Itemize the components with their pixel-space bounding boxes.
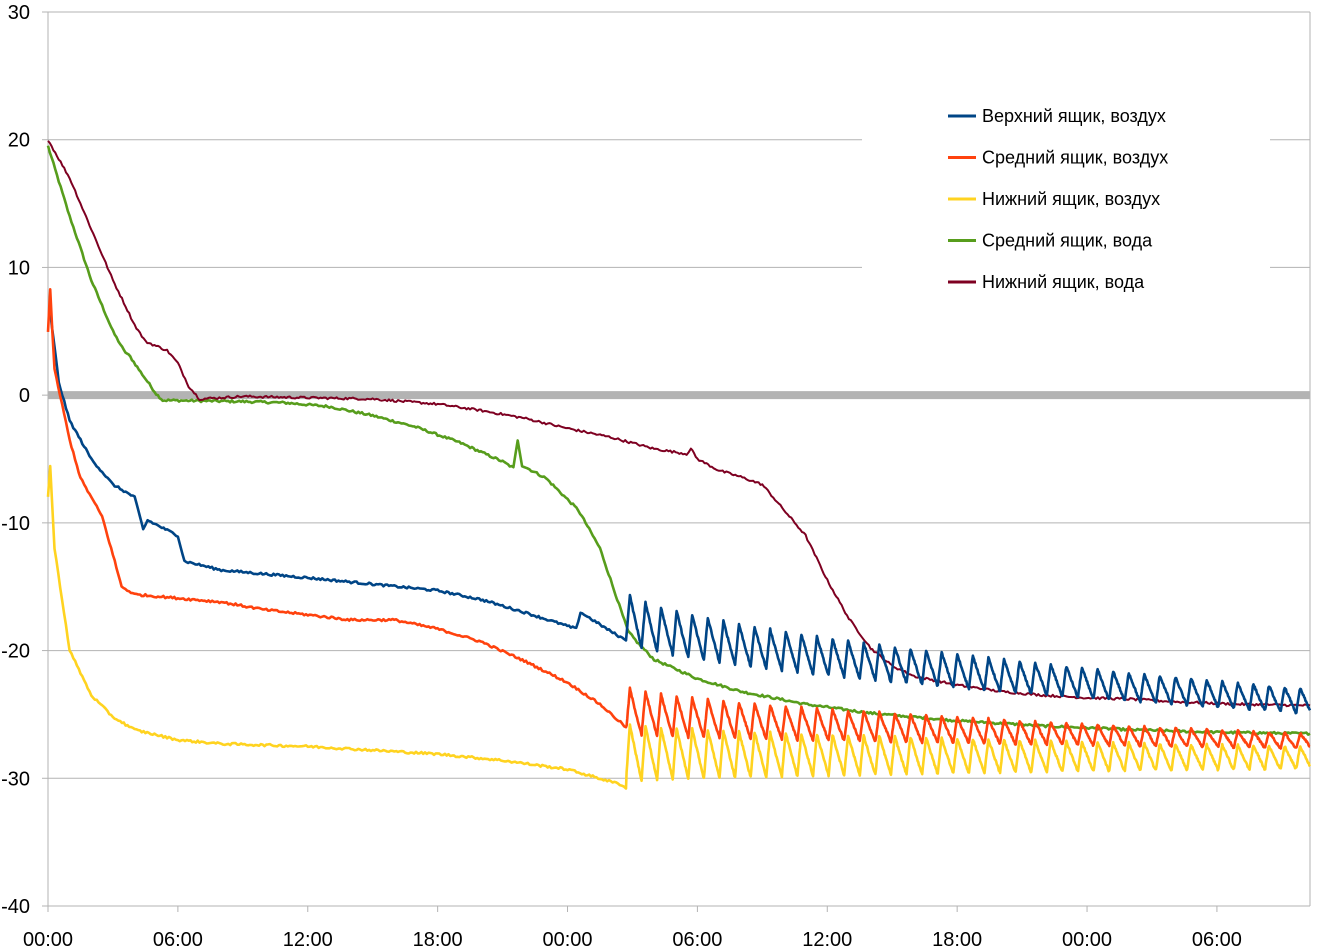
x-tick-label-9: 06:00 <box>1192 929 1242 951</box>
x-tick-label-3: 18:00 <box>413 929 463 951</box>
x-tick-label-8: 00:00 <box>1062 929 1112 951</box>
x-tick-label-0: 00:00 <box>23 929 73 951</box>
y-tick-label-3: 0 <box>19 385 30 407</box>
series-line-1 <box>46 288 1311 750</box>
x-tick-label-5: 06:00 <box>672 929 722 951</box>
y-tick-label-6: -30 <box>1 768 30 790</box>
x-tick-label-1: 06:00 <box>153 929 203 951</box>
y-tick-label-4: -10 <box>1 513 30 535</box>
y-tick-label-7: -40 <box>1 896 30 918</box>
legend-label-0: Верхний ящик, воздух <box>982 106 1166 126</box>
y-tick-label-0: 30 <box>8 2 30 24</box>
series-line-2 <box>46 464 1312 790</box>
legend: Верхний ящик, воздух Средний ящик, воздух… <box>862 92 1270 314</box>
legend-label-1: Средний ящик, воздух <box>982 148 1168 168</box>
legend-label-4: Нижний ящик, вода <box>982 272 1145 292</box>
legend-background <box>862 92 1270 314</box>
series-lines <box>46 140 1312 790</box>
x-tick-label-4: 00:00 <box>542 929 592 951</box>
axes <box>42 11 1311 912</box>
y-tick-label-1: 20 <box>8 130 30 152</box>
legend-label-3: Средний ящик, вода <box>982 231 1153 251</box>
x-tick-labels: 00:00 06:00 12:00 18:00 00:00 06:00 12:00 18:00… <box>23 929 1242 951</box>
legend-label-2: Нижний ящик, воздух <box>982 189 1160 209</box>
series-line-4 <box>47 140 1311 708</box>
x-tick-label-7: 18:00 <box>932 929 982 951</box>
y-tick-labels: 30 20 10 0 -10 -20 -30 -40 <box>1 2 30 918</box>
series-line-0 <box>48 311 1312 715</box>
x-tick-label-6: 12:00 <box>802 929 852 951</box>
y-tick-label-5: -20 <box>1 641 30 663</box>
y-tick-label-2: 10 <box>8 257 30 279</box>
x-tick-label-2: 12:00 <box>283 929 333 951</box>
